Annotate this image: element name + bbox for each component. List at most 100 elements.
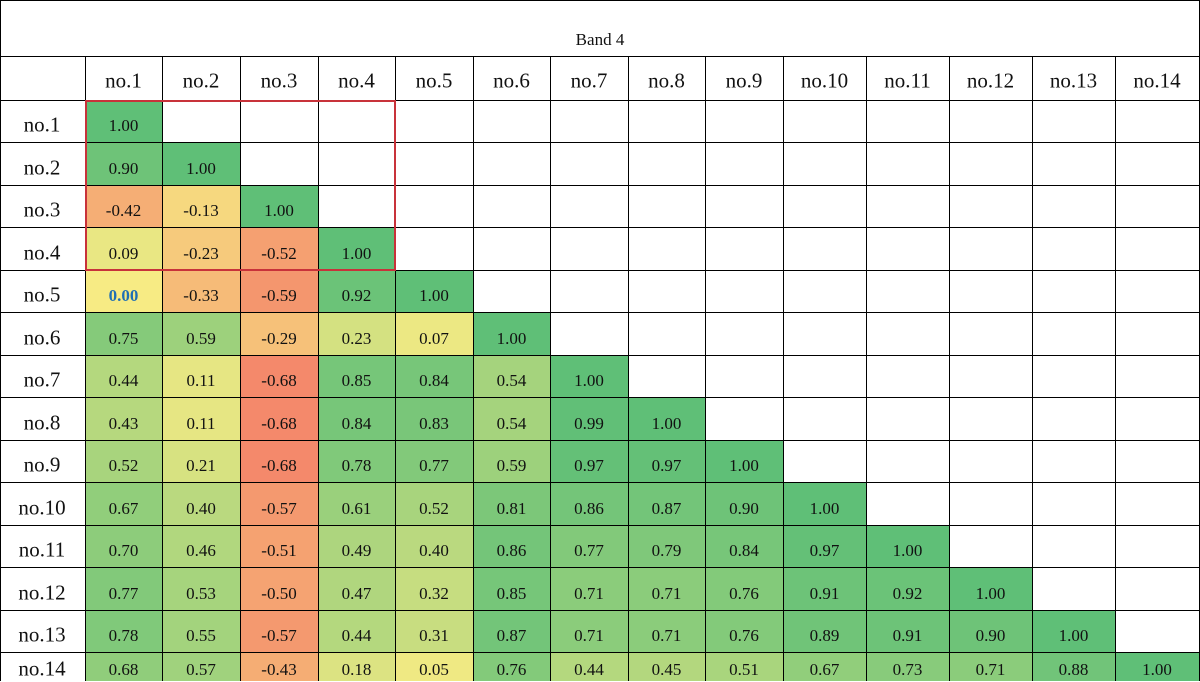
cell-value: -0.68 xyxy=(261,413,297,433)
heatmap-cell xyxy=(1115,652,1199,681)
cell-value: -0.52 xyxy=(261,243,297,263)
heatmap-cell xyxy=(473,525,550,567)
cell-value: 0.79 xyxy=(651,541,682,561)
cell-value: 1.00 xyxy=(729,456,759,476)
heatmap-cell xyxy=(85,567,162,610)
cell-value: 0.05 xyxy=(419,659,449,679)
column-header: no.9 xyxy=(725,68,763,93)
cell-value: 0.68 xyxy=(108,659,139,679)
heatmap-cell xyxy=(395,567,473,610)
heatmap-cell xyxy=(240,397,318,440)
row-header: no.4 xyxy=(23,240,61,265)
grid-col-line xyxy=(240,56,241,681)
cell-value: 0.86 xyxy=(496,541,527,561)
heatmap-cell xyxy=(318,312,395,355)
heatmap-cell xyxy=(240,227,318,270)
heatmap-cell xyxy=(318,227,395,270)
grid-col-line xyxy=(783,56,784,681)
grid-row-line xyxy=(0,185,1200,186)
grid-col-line xyxy=(866,56,867,681)
heatmap-cell xyxy=(162,610,240,652)
cell-value: 0.00 xyxy=(108,286,139,306)
cell-value: 0.47 xyxy=(341,583,372,603)
heatmap-cell xyxy=(85,525,162,567)
cell-value: 0.71 xyxy=(975,659,1006,679)
cell-value: 0.11 xyxy=(186,413,216,433)
cell-value: 0.49 xyxy=(341,541,372,561)
cell-value: 0.31 xyxy=(419,626,449,646)
cell-value: 0.59 xyxy=(186,328,216,348)
cell-value: 0.18 xyxy=(341,659,372,679)
cell-value: 1.00 xyxy=(1058,626,1089,646)
heatmap-cell xyxy=(240,440,318,482)
heatmap-cell xyxy=(473,440,550,482)
heatmap-cell xyxy=(318,525,395,567)
heatmap-cell xyxy=(85,270,162,312)
cell-value: 0.52 xyxy=(108,456,139,476)
heatmap-cell xyxy=(162,227,240,270)
heatmap-cell xyxy=(395,482,473,525)
cell-value: 0.90 xyxy=(975,626,1006,646)
column-header: no.4 xyxy=(338,68,375,93)
heatmap-cell xyxy=(240,270,318,312)
grid-row-line xyxy=(0,56,1200,57)
heatmap-cell xyxy=(318,610,395,652)
column-header: no.13 xyxy=(1049,68,1098,93)
cell-value: 0.77 xyxy=(108,583,139,603)
cell-value: 0.07 xyxy=(419,328,449,348)
heatmap-cell xyxy=(783,610,866,652)
cell-value: 0.76 xyxy=(729,583,759,603)
heatmap-cell xyxy=(85,397,162,440)
heatmap-cell xyxy=(628,482,705,525)
cell-value: 0.90 xyxy=(108,158,139,178)
cell-value: -0.59 xyxy=(261,286,297,306)
heatmap-cell xyxy=(318,482,395,525)
heatmap-cell xyxy=(628,397,705,440)
row-header: no.1 xyxy=(23,112,61,137)
heatmap-cell xyxy=(628,567,705,610)
row-header: no.14 xyxy=(18,656,66,681)
cell-value: 0.77 xyxy=(419,456,449,476)
cell-value: 0.44 xyxy=(108,371,139,391)
heatmap-cell xyxy=(473,397,550,440)
grid-row-line xyxy=(0,525,1200,526)
cell-value: 0.45 xyxy=(651,659,682,679)
cell-value: 1.00 xyxy=(341,243,372,263)
cell-value: 0.11 xyxy=(186,371,216,391)
cell-value: -0.51 xyxy=(261,541,297,561)
grid-col-line xyxy=(705,56,706,681)
grid-col-line xyxy=(318,56,319,681)
heatmap-cell xyxy=(783,482,866,525)
heatmap-cell xyxy=(1032,610,1115,652)
cell-value: 1.00 xyxy=(574,371,604,391)
heatmap-cell xyxy=(318,440,395,482)
row-header: no.12 xyxy=(18,580,66,605)
chart-title: Band 4 xyxy=(575,30,625,49)
heatmap-cell xyxy=(705,652,783,681)
heatmap-cell xyxy=(866,525,949,567)
column-header: no.8 xyxy=(648,68,685,93)
grid-row-line xyxy=(0,652,1200,653)
cell-value: 0.84 xyxy=(729,541,759,561)
column-header: no.11 xyxy=(884,68,931,93)
cell-value: -0.13 xyxy=(183,201,219,221)
heatmap-cell xyxy=(628,525,705,567)
heatmap-cell xyxy=(550,397,628,440)
grid-row-line xyxy=(0,567,1200,568)
cell-value: 0.53 xyxy=(186,583,216,603)
cell-value: 0.71 xyxy=(574,583,604,603)
heatmap-cell xyxy=(783,525,866,567)
cell-value: 0.77 xyxy=(574,541,604,561)
grid-row-line xyxy=(0,142,1200,143)
cell-value: 1.00 xyxy=(496,328,527,348)
heatmap-cell xyxy=(473,610,550,652)
heatmap-cell xyxy=(550,652,628,681)
cell-value: 0.97 xyxy=(574,456,604,476)
cell-value: 0.23 xyxy=(341,328,372,348)
heatmap-cell xyxy=(705,525,783,567)
row-header: no.7 xyxy=(23,367,61,392)
row-header: no.10 xyxy=(18,495,66,520)
cell-value: 0.91 xyxy=(892,626,923,646)
heatmap-cell xyxy=(85,312,162,355)
